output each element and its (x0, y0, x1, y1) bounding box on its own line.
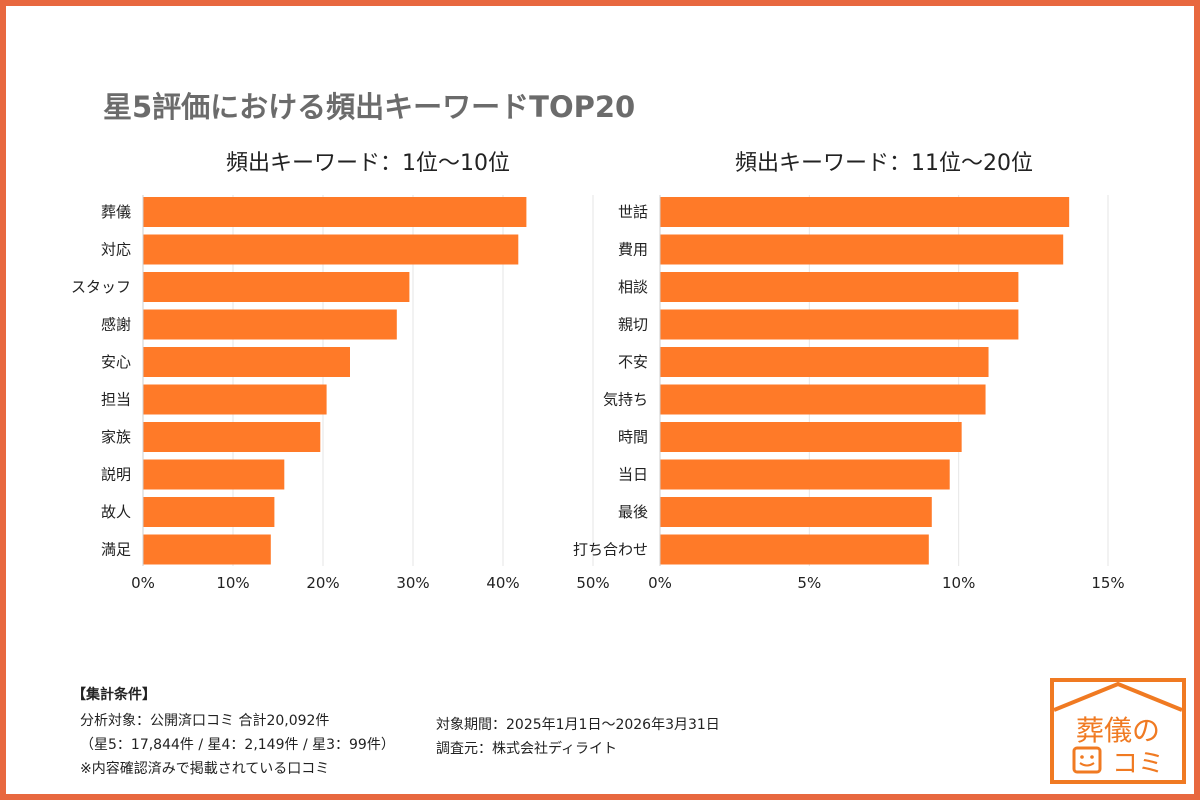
bar (660, 272, 1019, 302)
category-label: 不安 (618, 353, 648, 371)
bar (660, 197, 1070, 227)
category-label: 満足 (101, 541, 131, 559)
bar (143, 534, 271, 565)
category-label: 感謝 (101, 316, 131, 334)
category-label: 故人 (101, 503, 131, 521)
tick-label: 0% (648, 574, 672, 592)
tick-label: 20% (306, 574, 339, 592)
category-label: スタッフ (71, 278, 131, 296)
svg-text:葬儀の: 葬儀の (1076, 714, 1160, 747)
category-label: 費用 (618, 241, 648, 259)
category-label: 説明 (101, 466, 131, 484)
footer-line1: 分析対象：公開済口コミ 合計20,092件 (80, 713, 330, 729)
category-label: 対応 (101, 241, 131, 259)
footer-line3: ※内容確認済みで掲載されている口コミ (80, 761, 330, 777)
chart-title: 頻出キーワード：1位〜10位 (226, 151, 510, 176)
bar (143, 384, 327, 415)
tick-label: 0% (131, 574, 155, 592)
svg-text:コミ: コミ (1112, 749, 1164, 779)
bar (660, 347, 989, 377)
bar (143, 197, 527, 227)
bar (143, 309, 397, 340)
bar (143, 422, 321, 452)
bar (143, 234, 519, 265)
category-label: 当日 (618, 466, 648, 484)
tick-label: 40% (486, 574, 519, 592)
category-label: 家族 (101, 428, 131, 446)
footer-line2: （星5：17,844件 / 星4：2,149件 / 星3：99件） (80, 737, 395, 753)
category-label: 打ち合わせ (573, 541, 648, 559)
bar (143, 272, 410, 302)
bar (660, 309, 1019, 340)
tick-label: 10% (216, 574, 249, 592)
category-label: 時間 (618, 428, 648, 446)
tick-label: 10% (942, 574, 975, 592)
tick-label: 15% (1091, 574, 1124, 592)
bar (660, 459, 950, 490)
footer-heading: 【集計条件】 (72, 687, 156, 703)
category-label: 気持ち (603, 391, 648, 409)
category-label: 安心 (101, 353, 131, 371)
tick-label: 50% (576, 574, 609, 592)
logo: 葬儀の コミ (1050, 678, 1186, 784)
category-label: 最後 (618, 503, 648, 521)
bar (143, 497, 275, 527)
chart-title: 頻出キーワード：11位〜20位 (735, 151, 1033, 176)
category-label: 相談 (618, 278, 648, 296)
category-label: 担当 (101, 391, 131, 409)
footer-source: 調査元：株式会社ディライト (436, 741, 618, 757)
bar (660, 384, 986, 415)
category-label: 世話 (618, 203, 648, 221)
bar (660, 422, 962, 452)
bar (660, 497, 932, 527)
tick-label: 5% (797, 574, 821, 592)
bar (660, 534, 929, 565)
bar (143, 347, 350, 377)
bar (660, 234, 1064, 265)
bar (143, 459, 285, 490)
category-label: 親切 (618, 316, 648, 334)
footer-period: 対象期間：2025年1月1日〜2026年3月31日 (436, 717, 720, 733)
page-title: 星5評価における頻出キーワードTOP20 (103, 90, 636, 124)
category-label: 葬儀 (101, 203, 131, 221)
tick-label: 30% (396, 574, 429, 592)
